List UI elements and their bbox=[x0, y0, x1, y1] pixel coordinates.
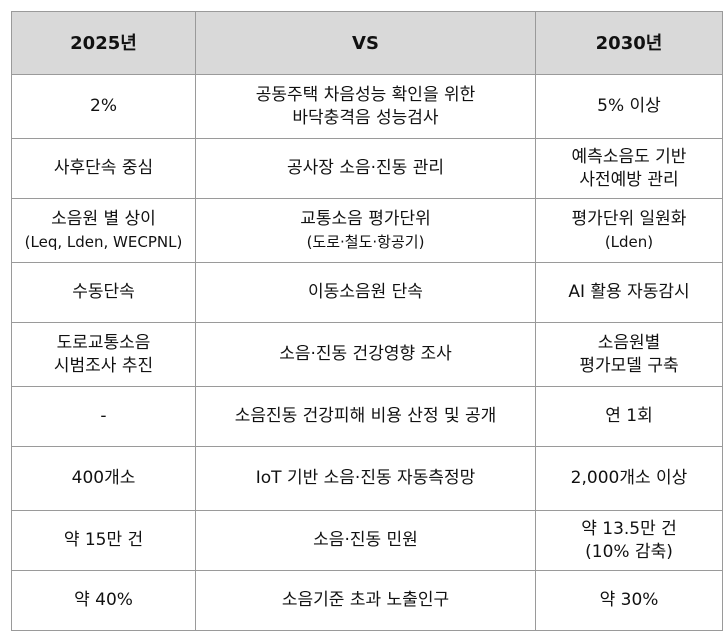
header-vs: VS bbox=[195, 11, 536, 75]
cell-2030: 소음원별 평가모델 구축 bbox=[535, 322, 723, 387]
header-row: 2025년 VS 2030년 bbox=[11, 11, 723, 75]
cell-2025: 2% bbox=[11, 74, 196, 139]
cell-topic: 소음·진동 건강영향 조사 bbox=[195, 322, 536, 387]
comparison-table: 2025년 VS 2030년 2% 공동주택 차음성능 확인을 위한 바닥충격음 … bbox=[11, 11, 723, 631]
cell-topic: 공동주택 차음성능 확인을 위한 바닥충격음 성능검사 bbox=[195, 74, 536, 139]
cell-2025: 400개소 bbox=[11, 446, 196, 511]
table-row: 사후단속 중심 공사장 소음·진동 관리 예측소음도 기반 사전예방 관리 bbox=[11, 138, 723, 199]
cell-topic: 교통소음 평가단위 (도로·철도·항공기) bbox=[195, 198, 536, 263]
cell-2030: 평가단위 일원화 (Lden) bbox=[535, 198, 723, 263]
table-row: 2% 공동주택 차음성능 확인을 위한 바닥충격음 성능검사 5% 이상 bbox=[11, 74, 723, 139]
table-row: 도로교통소음 시범조사 추진 소음·진동 건강영향 조사 소음원별 평가모델 구축 bbox=[11, 322, 723, 387]
cell-topic: 소음진동 건강피해 비용 산정 및 공개 bbox=[195, 386, 536, 447]
table-row: 소음원 별 상이 (Leq, Lden, WECPNL) 교통소음 평가단위 (도로… bbox=[11, 198, 723, 263]
cell-topic: IoT 기반 소음·진동 자동측정망 bbox=[195, 446, 536, 511]
cell-topic: 소음기준 초과 노출인구 bbox=[195, 570, 536, 631]
header-2025: 2025년 bbox=[11, 11, 196, 75]
cell-2025: - bbox=[11, 386, 196, 447]
cell-topic: 소음·진동 민원 bbox=[195, 510, 536, 571]
header-2030: 2030년 bbox=[535, 11, 723, 75]
cell-2030: 약 13.5만 건 (10% 감축) bbox=[535, 510, 723, 571]
table-row: 400개소 IoT 기반 소음·진동 자동측정망 2,000개소 이상 bbox=[11, 446, 723, 511]
cell-2025: 약 40% bbox=[11, 570, 196, 631]
cell-2025: 약 15만 건 bbox=[11, 510, 196, 571]
cell-2025: 도로교통소음 시범조사 추진 bbox=[11, 322, 196, 387]
cell-2025: 수동단속 bbox=[11, 262, 196, 323]
cell-2030: AI 활용 자동감시 bbox=[535, 262, 723, 323]
cell-2030: 연 1회 bbox=[535, 386, 723, 447]
cell-2030: 2,000개소 이상 bbox=[535, 446, 723, 511]
table-row: - 소음진동 건강피해 비용 산정 및 공개 연 1회 bbox=[11, 386, 723, 447]
cell-2025: 소음원 별 상이 (Leq, Lden, WECPNL) bbox=[11, 198, 196, 263]
cell-2030: 예측소음도 기반 사전예방 관리 bbox=[535, 138, 723, 199]
table-row: 약 40% 소음기준 초과 노출인구 약 30% bbox=[11, 570, 723, 631]
table-row: 약 15만 건 소음·진동 민원 약 13.5만 건 (10% 감축) bbox=[11, 510, 723, 571]
cell-2025: 사후단속 중심 bbox=[11, 138, 196, 199]
cell-topic: 이동소음원 단속 bbox=[195, 262, 536, 323]
cell-2030: 5% 이상 bbox=[535, 74, 723, 139]
table-row: 수동단속 이동소음원 단속 AI 활용 자동감시 bbox=[11, 262, 723, 323]
cell-2030: 약 30% bbox=[535, 570, 723, 631]
cell-topic: 공사장 소음·진동 관리 bbox=[195, 138, 536, 199]
